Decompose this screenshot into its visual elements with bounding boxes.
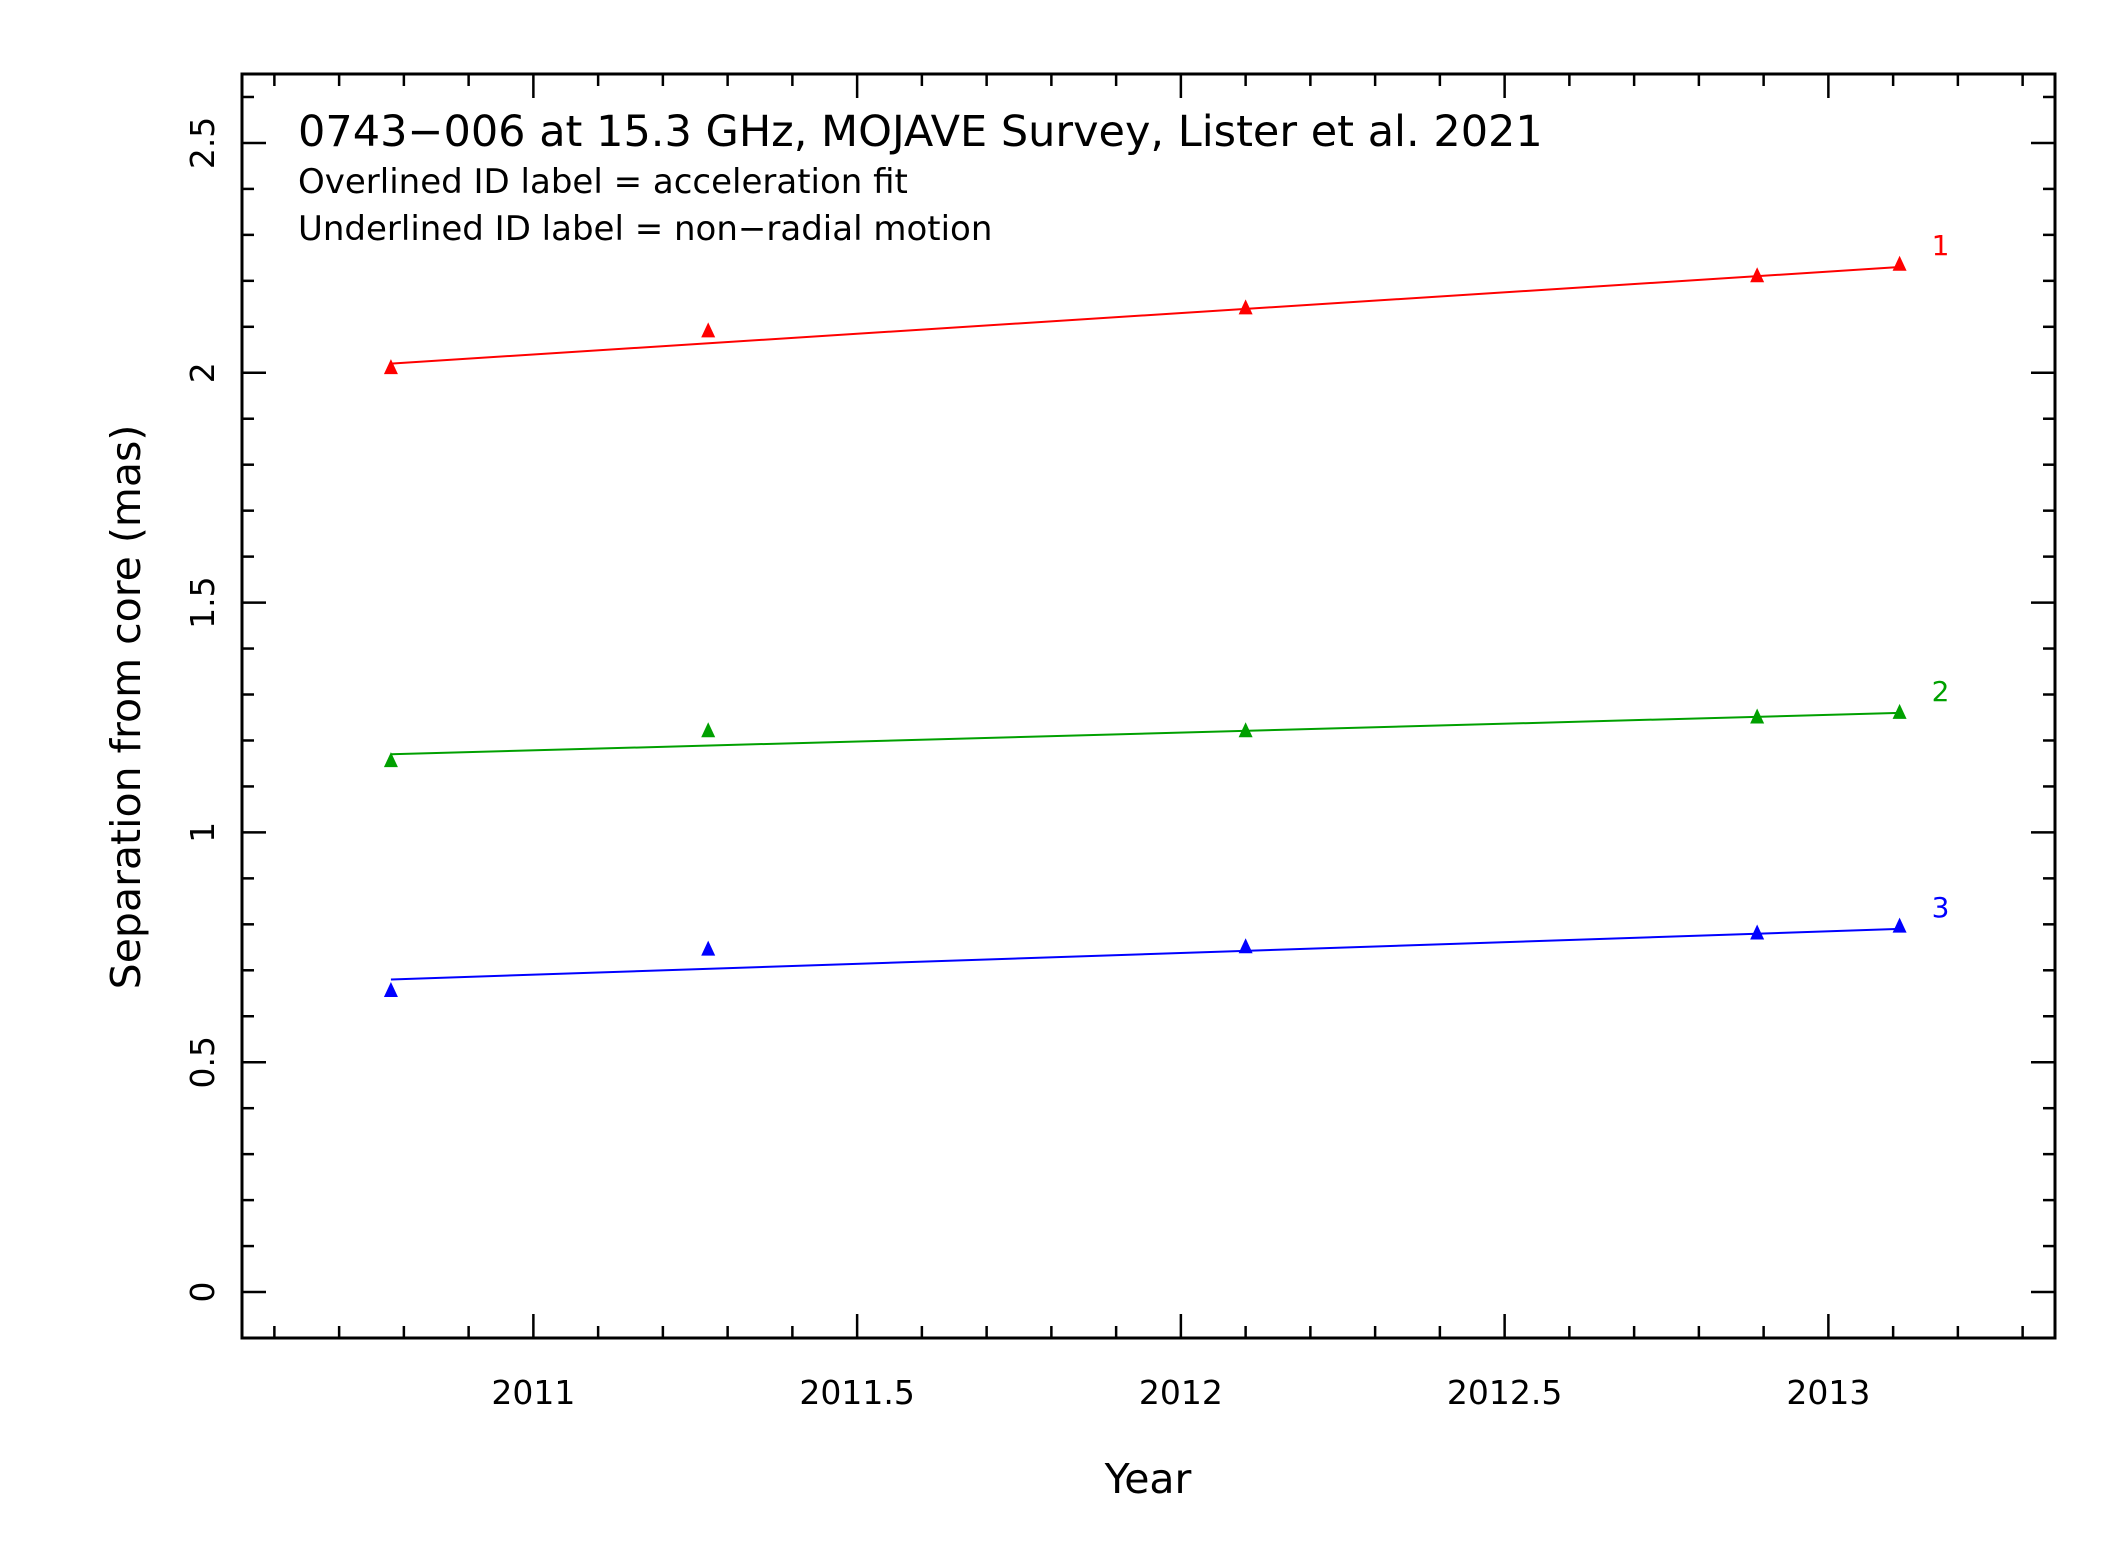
y-tick-labels: 0 0.5 1 1.5 2 2.5 bbox=[183, 117, 222, 1303]
series-layer: 1 2 3 bbox=[383, 229, 1950, 997]
data-point bbox=[383, 752, 398, 768]
y-axis-title: Separation from core (mas) bbox=[102, 425, 150, 990]
x-tick-label: 2012 bbox=[1139, 1373, 1223, 1412]
x-tick-labels: 2011 2011.5 2012 2012.5 2013 bbox=[491, 1373, 1870, 1412]
series-label-1: 1 bbox=[1932, 229, 1950, 262]
y-tick-label: 2.5 bbox=[183, 117, 222, 169]
y-tick-label: 0.5 bbox=[183, 1036, 222, 1088]
data-point bbox=[701, 722, 716, 738]
data-point bbox=[1750, 267, 1765, 283]
x-tick-label: 2013 bbox=[1786, 1373, 1870, 1412]
y-tick-label: 0 bbox=[183, 1282, 222, 1303]
series-2: 2 bbox=[383, 675, 1950, 768]
data-point bbox=[1750, 708, 1765, 724]
y-tick-label: 2 bbox=[183, 362, 222, 383]
series-3: 3 bbox=[383, 891, 1950, 997]
data-point bbox=[1892, 703, 1907, 719]
fit-line-3 bbox=[390, 927, 1900, 981]
data-point bbox=[383, 981, 398, 997]
chart-title: 0743−006 at 15.3 GHz, MOJAVE Survey, Lis… bbox=[298, 107, 1543, 157]
series-label-3: 3 bbox=[1932, 891, 1950, 924]
data-point bbox=[383, 359, 398, 375]
data-point bbox=[1238, 938, 1253, 954]
data-point bbox=[701, 940, 716, 956]
x-axis-title: Year bbox=[1104, 1455, 1192, 1503]
fit-line-1 bbox=[390, 266, 1900, 365]
series-1: 1 bbox=[383, 229, 1950, 375]
data-point bbox=[1892, 255, 1907, 271]
data-point bbox=[1238, 299, 1253, 315]
y-tick-label: 1 bbox=[183, 822, 222, 843]
chart-subtitle-1: Overlined ID label = acceleration fit bbox=[298, 162, 908, 202]
x-tick-label: 2011.5 bbox=[799, 1373, 914, 1412]
chart-subtitle-2: Underlined ID label = non−radial motion bbox=[298, 209, 992, 249]
data-point bbox=[1892, 917, 1907, 933]
data-point bbox=[701, 322, 716, 338]
plot-frame bbox=[240, 72, 2057, 1340]
y-tick-label: 1.5 bbox=[183, 576, 222, 628]
series-label-2: 2 bbox=[1932, 675, 1950, 708]
x-tick-label: 2012.5 bbox=[1447, 1373, 1562, 1412]
data-point bbox=[1750, 924, 1765, 940]
data-point bbox=[1238, 722, 1253, 738]
fit-line-2 bbox=[390, 711, 1900, 756]
x-tick-label: 2011 bbox=[491, 1373, 575, 1412]
axis-ticks bbox=[242, 74, 2055, 1340]
